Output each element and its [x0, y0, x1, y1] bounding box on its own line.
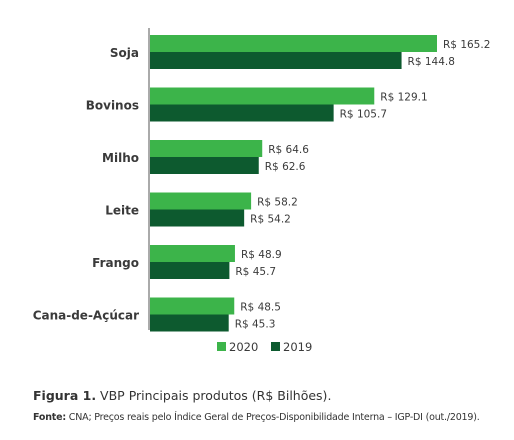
- category-label-bovinos: Bovinos: [86, 99, 139, 113]
- bar-milho-2019: [150, 157, 259, 174]
- category-label-frango: Frango: [92, 256, 139, 270]
- value-label-cana-de-acucar-2020: R$ 48.5: [240, 302, 281, 314]
- bar-soja-2020: [150, 35, 437, 52]
- figure-source: Fonte: CNA; Preços reais pelo Índice Ger…: [33, 412, 480, 423]
- value-label-leite-2019: R$ 54.2: [250, 214, 291, 226]
- bar-bovinos-2020: [150, 87, 375, 105]
- figure-title: VBP Principais produtos (R$ Bilhões).: [96, 388, 332, 403]
- bar-cana-de-acucar-2019: [150, 314, 229, 332]
- legend: 2020 2019: [217, 340, 312, 354]
- figure-number: Figura 1.: [33, 388, 97, 403]
- bar-bovinos-2019: [150, 104, 334, 122]
- value-label-milho-2020: R$ 64.6: [268, 144, 309, 156]
- value-label-frango-2019: R$ 45.7: [235, 266, 276, 278]
- bar-leite-2020: [150, 192, 252, 210]
- category-label-milho: Milho: [102, 151, 139, 165]
- legend-swatch-2020: [217, 342, 226, 351]
- value-label-frango-2020: R$ 48.9: [241, 249, 282, 261]
- value-label-cana-de-acucar-2019: R$ 45.3: [235, 319, 276, 331]
- value-label-bovinos-2020: R$ 129.1: [380, 92, 427, 104]
- bar-milho-2020: [150, 140, 263, 157]
- legend-label-2019: 2019: [283, 340, 312, 354]
- bar-frango-2019: [150, 262, 230, 279]
- category-label-soja: Soja: [110, 46, 139, 60]
- bar-chart: Soja R$ 165.2 R$ 144.8 Bovinos R$ 129.1 R$ 10…: [33, 28, 490, 354]
- category-label-cana-de-acucar: Cana-de-Açúcar: [33, 309, 139, 323]
- figure-caption: Figura 1. VBP Principais produtos (R$ Bi…: [33, 388, 331, 403]
- source-label: Fonte:: [33, 412, 66, 423]
- value-label-soja-2019: R$ 144.8: [408, 56, 455, 68]
- legend-swatch-2019: [271, 342, 280, 351]
- legend-label-2020: 2020: [229, 340, 258, 354]
- value-label-soja-2020: R$ 165.2: [443, 39, 490, 51]
- value-label-milho-2019: R$ 62.6: [265, 161, 306, 173]
- source-text: CNA; Preços reais pelo Índice Geral de P…: [65, 412, 480, 423]
- value-label-leite-2020: R$ 58.2: [257, 197, 298, 209]
- category-label-leite: Leite: [105, 204, 139, 218]
- value-label-bovinos-2019: R$ 105.7: [340, 109, 387, 121]
- bar-leite-2019: [150, 209, 245, 227]
- bar-frango-2020: [150, 245, 235, 262]
- bar-cana-de-acucar-2020: [150, 297, 235, 315]
- bar-soja-2019: [150, 52, 402, 69]
